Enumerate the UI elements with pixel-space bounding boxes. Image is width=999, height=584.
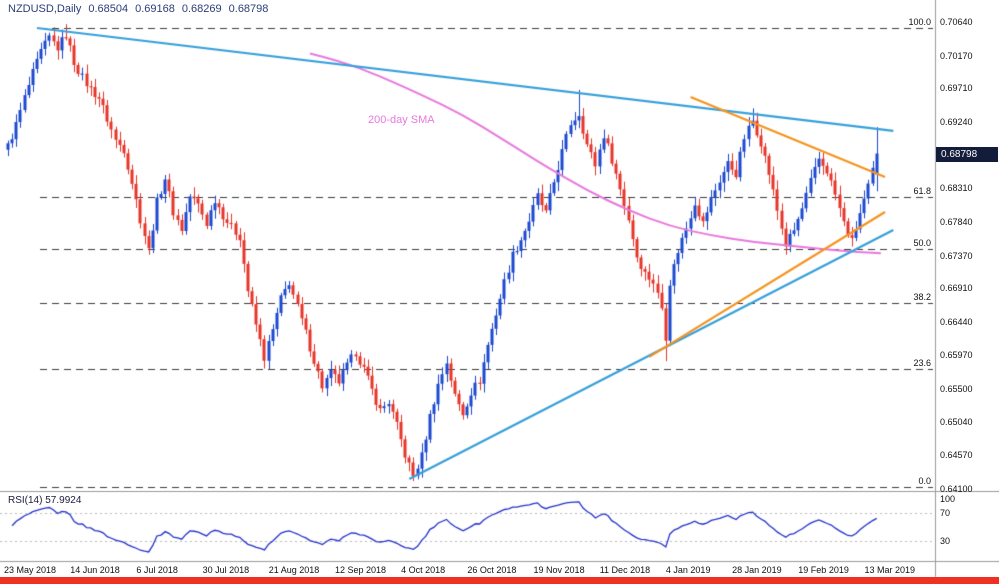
time-tick: 19 Nov 2018: [533, 565, 585, 575]
rsi-value: 57.9924: [45, 495, 82, 506]
rsi-name: RSI(14): [8, 495, 43, 506]
price-tick: 0.68310: [940, 183, 973, 194]
price-tick: 0.66910: [940, 283, 973, 294]
time-tick: 28 Jan 2019: [732, 565, 782, 575]
time-tick: 23 May 2018: [4, 565, 57, 575]
time-tick: 4 Jan 2019: [665, 565, 711, 575]
time-tick: 14 Jun 2018: [70, 565, 120, 575]
rsi-tick: 100: [940, 494, 956, 504]
price-tick: 0.67370: [940, 250, 973, 261]
price-tick: 0.64100: [940, 484, 973, 494]
fib-level-label: 23.6: [913, 358, 931, 369]
price-tick: 0.65500: [940, 384, 973, 395]
fib-level-label: 100.0: [908, 17, 931, 28]
price-tick: 0.69710: [940, 83, 973, 94]
rsi-tick: 70: [940, 508, 951, 519]
price-tick: 0.70640: [940, 17, 973, 27]
symbol-timeframe-label: NZDUSD,Daily: [8, 3, 82, 15]
fib-level-label: 61.8: [913, 185, 931, 196]
close-value: 0.68798: [228, 3, 269, 15]
open-value: 0.68504: [88, 3, 129, 15]
time-tick: 12 Sep 2018: [334, 565, 386, 575]
time-tick: 6 Jul 2018: [136, 565, 178, 575]
time-tick: 4 Oct 2018: [401, 565, 446, 575]
high-value: 0.69168: [135, 3, 175, 15]
fib-level-label: 50.0: [913, 238, 931, 249]
time-tick: 21 Aug 2018: [268, 565, 320, 575]
fib-level-label: 38.2: [913, 291, 931, 302]
time-tick: 30 Jul 2018: [202, 565, 250, 575]
price-tick: 0.65970: [940, 350, 973, 361]
price-tick: 0.69240: [940, 116, 973, 127]
price-tick: 0.67840: [940, 216, 973, 227]
time-tick: 13 Mar 2019: [864, 565, 916, 575]
price-tick: 0.65040: [940, 416, 973, 427]
rsi-tick: 30: [940, 535, 951, 546]
price-tick: 0.70170: [940, 50, 973, 61]
time-tick: 19 Feb 2019: [798, 565, 849, 575]
current-price-tag: 0.68798: [936, 146, 998, 162]
price-tick: 0.66440: [940, 316, 973, 327]
fib-level-label: 0.0: [918, 475, 931, 486]
low-value: 0.68269: [181, 3, 222, 15]
ohlc-header: NZDUSD,Daily 0.68504 0.69168 0.68269 0.68798: [8, 3, 275, 15]
rsi-label: RSI(14) 57.9924: [8, 495, 81, 506]
bottom-red-bar: [0, 577, 999, 584]
time-tick: 11 Dec 2018: [599, 565, 651, 575]
time-tick: 26 Oct 2018: [467, 565, 517, 575]
price-tick: 0.64570: [940, 450, 973, 461]
sma-label: 200-day SMA: [368, 114, 435, 126]
